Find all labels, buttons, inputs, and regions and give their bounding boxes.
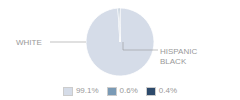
html-text:99.1%: 99.1% [75, 86, 99, 95]
html-text:0.4%: 0.4% [158, 86, 178, 95]
svg-text:HISPANICBLACK: HISPANICBLACK [160, 47, 197, 66]
svg-text:WHITE: WHITE [16, 38, 42, 47]
html-text:0.6%: 0.6% [119, 86, 138, 95]
